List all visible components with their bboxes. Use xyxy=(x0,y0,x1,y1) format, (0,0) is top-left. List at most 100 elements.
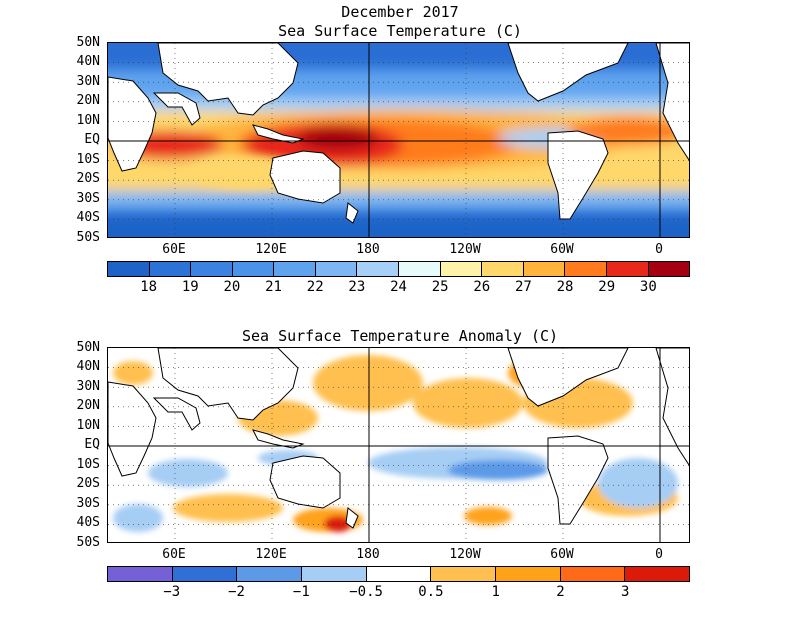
lat-label: EQ xyxy=(84,437,100,452)
lat-label: 20S xyxy=(76,476,100,491)
arabia-india-landmass xyxy=(152,397,201,431)
sst-colorbar xyxy=(107,261,690,277)
lat-label: 50S xyxy=(76,230,100,245)
colorbar-swatch xyxy=(496,567,561,581)
anomaly-panel-title: Sea Surface Temperature Anomaly (C) xyxy=(241,327,559,345)
north-america-landmass xyxy=(507,348,629,407)
colorbar-label: 3 xyxy=(621,584,630,600)
lon-label: 120E xyxy=(255,547,287,562)
sst-panel-title: Sea Surface Temperature (C) xyxy=(278,22,522,40)
lat-label: 30S xyxy=(76,496,100,511)
lat-label: 30S xyxy=(76,191,100,206)
colorbar-label: 20 xyxy=(223,279,241,295)
asia-landmass xyxy=(157,348,299,421)
colorbar-label: 2 xyxy=(556,584,565,600)
colorbar-swatch xyxy=(232,262,275,276)
colorbar-label: 18 xyxy=(140,279,158,295)
australia-landmass xyxy=(269,455,341,509)
lat-label: 40S xyxy=(76,210,100,225)
north-america-landmass xyxy=(507,43,629,102)
colorbar-swatch xyxy=(237,567,303,581)
colorbar-swatch xyxy=(191,262,233,276)
colorbar-swatch xyxy=(625,567,690,581)
colorbar-label: −1 xyxy=(292,584,310,600)
colorbar-swatch xyxy=(565,262,607,276)
europe-africa-east-landmass xyxy=(655,43,689,161)
colorbar-swatch xyxy=(357,262,400,276)
colorbar-swatch xyxy=(440,262,483,276)
lat-label: 30N xyxy=(76,74,100,89)
lon-label: 180 xyxy=(356,242,380,257)
lat-label: 10N xyxy=(76,418,100,433)
colorbar-label: 26 xyxy=(473,279,491,295)
lat-label: 40N xyxy=(76,54,100,69)
lat-label: EQ xyxy=(84,132,100,147)
anomaly-map-canvas xyxy=(108,348,689,542)
colorbar-swatch xyxy=(274,262,316,276)
anomaly-map xyxy=(107,347,690,543)
colorbar-swatch xyxy=(606,262,649,276)
colorbar-swatch xyxy=(482,262,524,276)
new-zealand-landmass xyxy=(345,507,359,529)
colorbar-label: 29 xyxy=(598,279,616,295)
figure-title: December 2017 xyxy=(341,3,459,21)
lon-label: 60W xyxy=(550,242,574,257)
colorbar-label: 21 xyxy=(265,279,282,295)
lat-label: 20N xyxy=(76,93,100,108)
colorbar-swatch xyxy=(399,262,441,276)
lat-label: 40N xyxy=(76,359,100,374)
lon-label: 60W xyxy=(550,547,574,562)
australia-landmass xyxy=(269,150,341,204)
new-zealand-landmass xyxy=(345,202,359,224)
colorbar-label: 1 xyxy=(491,584,500,600)
africa-landmass xyxy=(108,381,157,477)
arabia-india-landmass xyxy=(152,92,201,126)
colorbar-swatch xyxy=(108,567,173,581)
colorbar-swatch xyxy=(648,262,690,276)
sst-map-canvas xyxy=(108,43,689,237)
colorbar-swatch xyxy=(431,567,497,581)
lon-label: 60E xyxy=(162,242,186,257)
colorbar-label: 30 xyxy=(639,279,657,295)
colorbar-label: 22 xyxy=(306,279,324,295)
colorbar-label: −3 xyxy=(163,584,181,600)
colorbar-swatch xyxy=(315,262,358,276)
sst-map xyxy=(107,42,690,238)
colorbar-label: 24 xyxy=(390,279,407,295)
lat-label: 10S xyxy=(76,457,100,472)
colorbar-label: 25 xyxy=(431,279,449,295)
lat-label: 10S xyxy=(76,152,100,167)
colorbar-swatch xyxy=(149,262,192,276)
lat-label: 40S xyxy=(76,515,100,530)
asia-landmass xyxy=(157,43,299,116)
colorbar-swatch xyxy=(523,262,566,276)
colorbar-label: 0.5 xyxy=(418,584,444,600)
colorbar-label: −0.5 xyxy=(349,584,383,600)
colorbar-swatch xyxy=(366,567,432,581)
lon-label: 120E xyxy=(255,242,287,257)
lat-label: 20S xyxy=(76,171,100,186)
lat-label: 50S xyxy=(76,535,100,550)
lon-label: 0 xyxy=(655,547,663,562)
africa-landmass xyxy=(108,76,157,172)
europe-africa-east-landmass xyxy=(655,348,689,466)
colorbar-swatch xyxy=(108,262,150,276)
lat-label: 10N xyxy=(76,113,100,128)
colorbar-label: 28 xyxy=(556,279,574,295)
lon-label: 180 xyxy=(356,547,380,562)
colorbar-label: −2 xyxy=(228,584,245,600)
lon-label: 60E xyxy=(162,547,186,562)
colorbar-label: 19 xyxy=(181,279,199,295)
colorbar-swatch xyxy=(302,567,367,581)
anomaly-colorbar xyxy=(107,566,690,582)
colorbar-label: 23 xyxy=(348,279,366,295)
lon-label: 120W xyxy=(449,242,481,257)
lat-label: 50N xyxy=(76,35,100,50)
colorbar-label: 27 xyxy=(514,279,532,295)
colorbar-swatch xyxy=(560,567,626,581)
lat-label: 50N xyxy=(76,340,100,355)
lon-label: 0 xyxy=(655,242,663,257)
lat-label: 30N xyxy=(76,379,100,394)
lat-label: 20N xyxy=(76,398,100,413)
colorbar-swatch xyxy=(172,567,238,581)
